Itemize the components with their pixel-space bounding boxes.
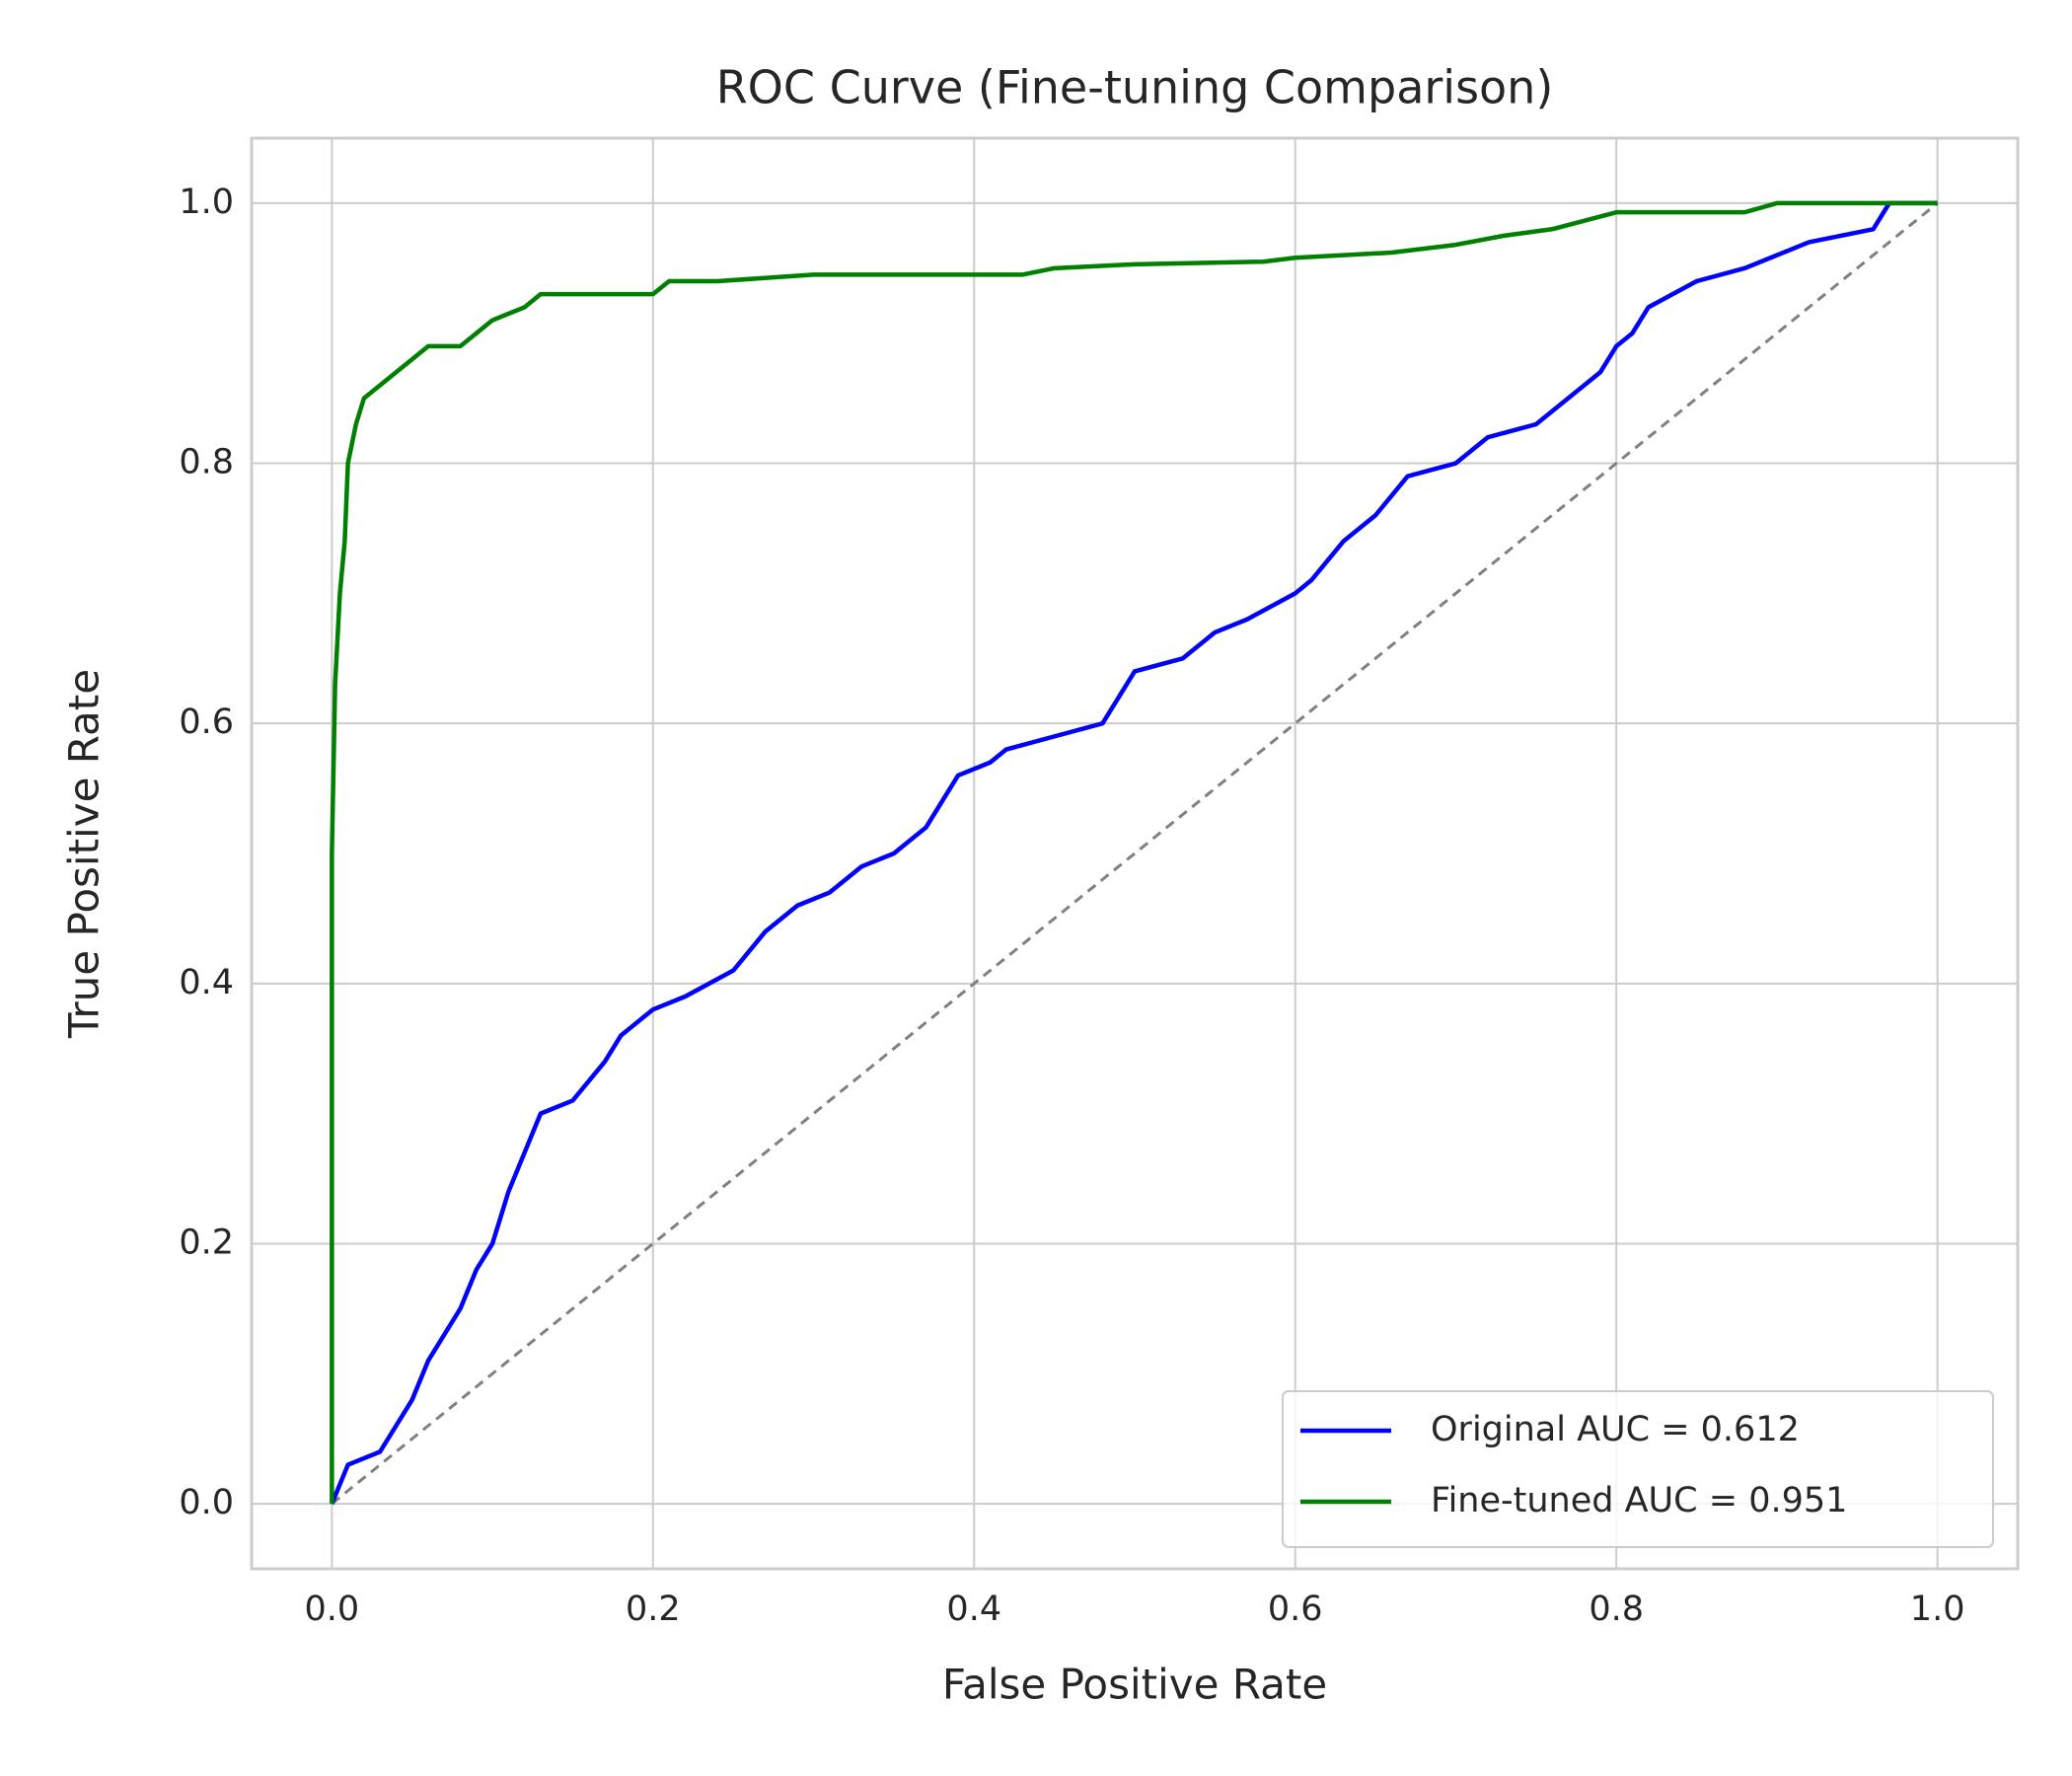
y-axis-label: True Positive Rate	[60, 669, 109, 1039]
y-tick-label: 0.8	[179, 443, 234, 482]
y-tick-label: 0.2	[179, 1222, 234, 1262]
x-tick-label: 0.2	[626, 1590, 681, 1629]
reference-line	[331, 201, 1939, 1506]
legend-box	[1282, 1390, 1994, 1548]
x-tick-label: 0.0	[305, 1590, 360, 1629]
y-tick-label: 0.0	[179, 1483, 234, 1522]
chart-title: ROC Curve (Fine-tuning Comparison)	[716, 61, 1554, 114]
roc-line	[330, 200, 1938, 1505]
x-tick-label: 1.0	[1910, 1590, 1965, 1629]
x-axis-label: False Positive Rate	[942, 1661, 1327, 1709]
roc-line	[330, 200, 1938, 1505]
x-tick-label: 0.6	[1268, 1590, 1323, 1629]
y-tick-label: 1.0	[179, 183, 234, 222]
y-tick-label: 0.4	[179, 963, 234, 1002]
x-tick-label: 0.8	[1589, 1590, 1644, 1629]
x-tick-label: 0.4	[946, 1590, 1001, 1629]
legend-label: Original AUC = 0.612	[1431, 1410, 1800, 1449]
y-tick-label: 0.6	[179, 703, 234, 742]
plot-frame	[250, 136, 2020, 1571]
legend-label: Fine-tuned AUC = 0.951	[1431, 1481, 1847, 1520]
